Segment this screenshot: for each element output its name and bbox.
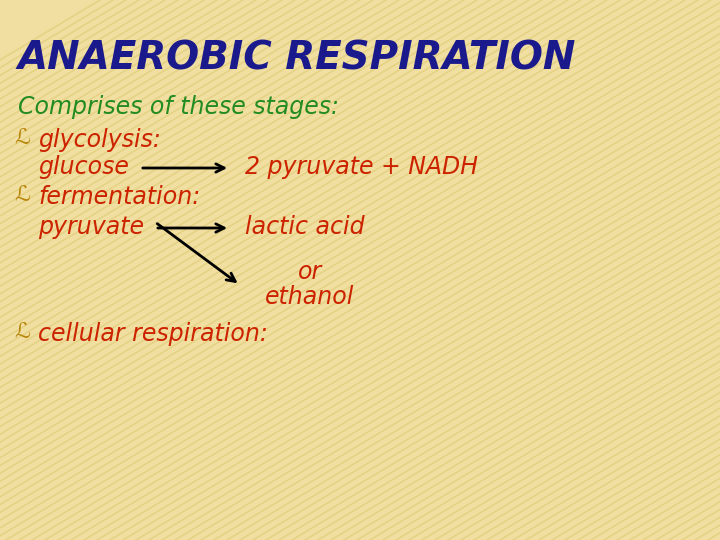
Text: glucose: glucose — [38, 155, 129, 179]
Text: ANAEROBIC RESPIRATION: ANAEROBIC RESPIRATION — [18, 40, 577, 78]
Text: or: or — [298, 260, 322, 284]
Text: lactic acid: lactic acid — [245, 215, 364, 239]
Text: ℒ: ℒ — [14, 128, 30, 148]
Text: glycolysis:: glycolysis: — [38, 128, 161, 152]
Text: cellular respiration:: cellular respiration: — [38, 322, 268, 346]
Text: ℒ: ℒ — [14, 185, 30, 205]
Text: 2 pyruvate + NADH: 2 pyruvate + NADH — [245, 155, 478, 179]
Text: pyruvate: pyruvate — [38, 215, 144, 239]
Text: ethanol: ethanol — [265, 285, 355, 309]
Text: Comprises of these stages:: Comprises of these stages: — [18, 95, 339, 119]
Text: ℒ: ℒ — [14, 322, 30, 342]
Text: fermentation:: fermentation: — [38, 185, 200, 209]
